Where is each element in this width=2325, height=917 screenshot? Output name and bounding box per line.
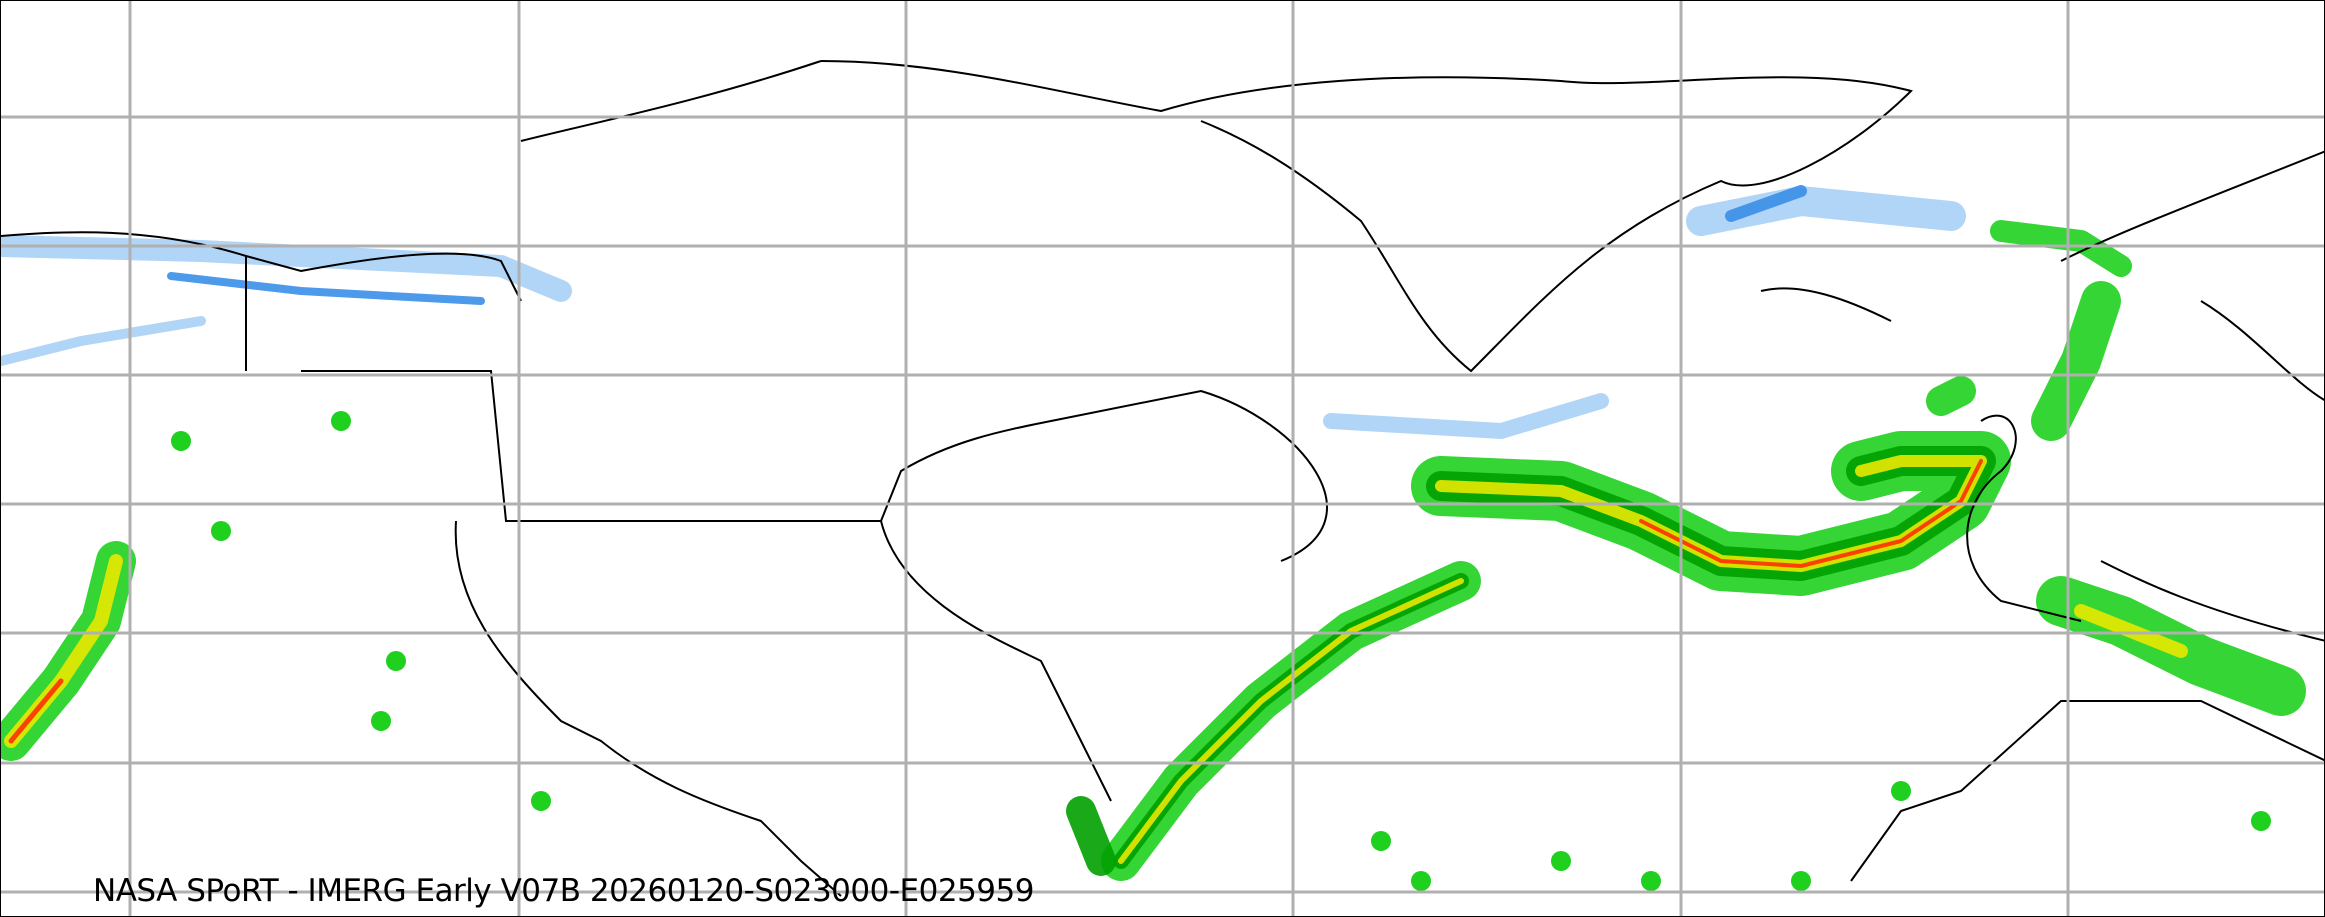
precipitation-layer: [1, 185, 2306, 891]
rain-band: [1118, 578, 1464, 864]
rain-cell: [386, 651, 406, 671]
snow-band: [1323, 393, 1609, 439]
rain-cell: [211, 521, 231, 541]
snow-band: [1725, 185, 1807, 222]
rain-cell: [371, 711, 391, 731]
coastlines: [1, 60, 2324, 897]
rain-band: [8, 678, 64, 744]
rain-cell: [1551, 851, 1571, 871]
rain-band: [1066, 796, 1116, 876]
rain-cell: [531, 791, 551, 811]
coastline: [1850, 700, 2324, 882]
rain-band: [1990, 220, 2132, 277]
rain-cell: [1791, 871, 1811, 891]
rain-cell: [171, 431, 191, 451]
rain-band: [2031, 281, 2121, 441]
coastline: [2100, 560, 2324, 642]
rain-cell: [1411, 871, 1431, 891]
rain-cell: [1891, 781, 1911, 801]
rain-band: [1101, 561, 1481, 881]
rain-cell: [1371, 831, 1391, 851]
snow-band: [167, 272, 485, 305]
rain-band: [1639, 459, 1983, 568]
coastline: [454, 520, 842, 897]
coastline: [2060, 150, 2324, 262]
rain-band: [2074, 604, 2188, 658]
map-caption: NASA SPoRT - IMERG Early V07B 20260120-S…: [93, 873, 1034, 909]
rain-band: [1926, 376, 1976, 416]
coastline: [301, 370, 1328, 562]
rain-cell: [331, 411, 351, 431]
coastline: [520, 60, 822, 142]
coastline: [880, 520, 1112, 802]
coastline: [1966, 414, 2082, 622]
coastline: [820, 60, 1913, 373]
rain-cell: [2251, 811, 2271, 831]
coastline: [2200, 300, 2324, 401]
coastline: [1, 231, 522, 302]
rain-cell: [1641, 871, 1661, 891]
coastline: [1760, 287, 1892, 322]
snow-band: [1, 235, 572, 302]
snow-band: [1, 316, 206, 366]
